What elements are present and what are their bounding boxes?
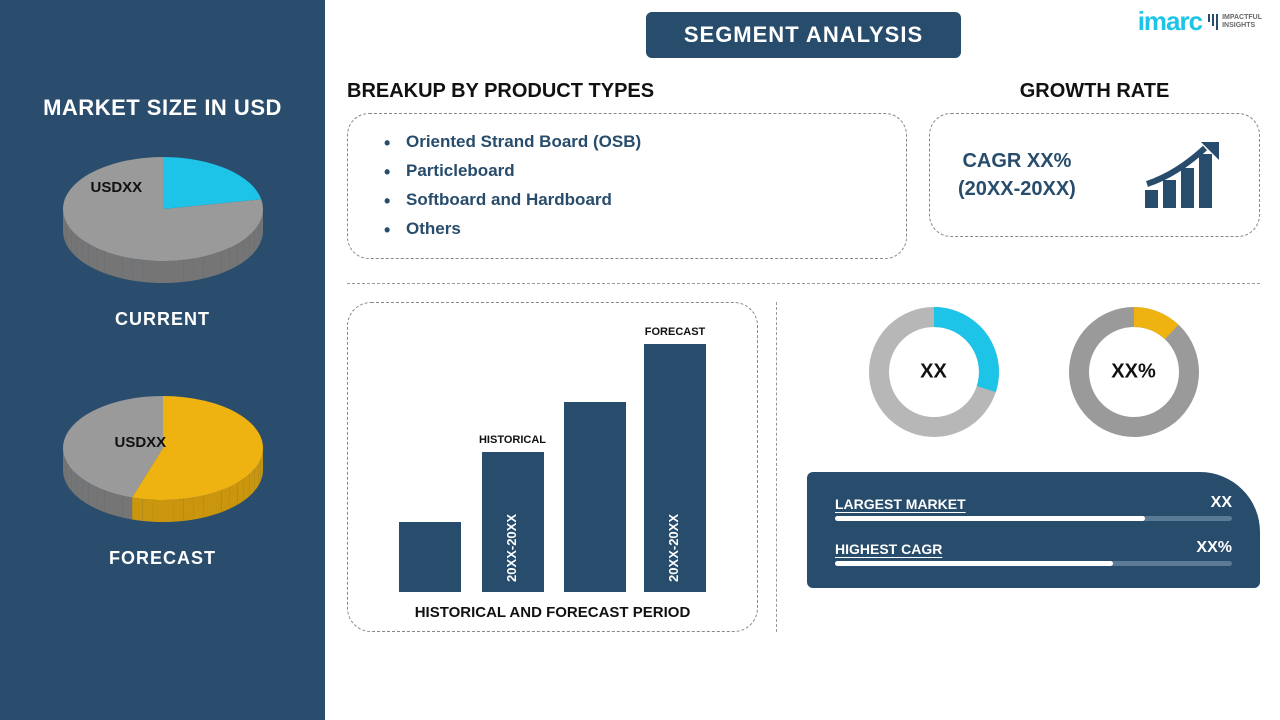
- growth-line2: (20XX-20XX): [958, 178, 1076, 200]
- breakup-section: BREAKUP BY PRODUCT TYPES Oriented Strand…: [347, 80, 907, 259]
- main: imarc IMPACTFUL INSIGHTS SEGMENT ANALYSI…: [325, 0, 1280, 720]
- bar: [564, 384, 626, 592]
- breakup-item: Particleboard: [384, 157, 878, 186]
- growth-box: CAGR XX% (20XX-20XX): [929, 113, 1260, 237]
- bar: [399, 504, 461, 592]
- donut-label: XX: [920, 360, 947, 383]
- info-row: HIGHEST CAGR XX%: [835, 539, 1232, 566]
- bar-vert-label: 20XX-20XX: [666, 514, 681, 582]
- barchart-section: HISTORICAL 20XX-20XX FORECAST 20XX-20XX HIS…: [347, 302, 777, 632]
- bar-top-label: FORECAST: [645, 326, 706, 340]
- breakup-item: Oriented Strand Board (OSB): [384, 128, 878, 157]
- info-label: HIGHEST CAGR: [835, 541, 942, 557]
- logo-sub2: INSIGHTS: [1222, 22, 1255, 29]
- pie-current: USDXX CURRENT: [53, 151, 273, 330]
- breakup-item: Others: [384, 215, 878, 244]
- bar-vert-label: 20XX-20XX: [504, 514, 519, 582]
- pie-forecast-label: FORECAST: [109, 548, 216, 569]
- sidebar: MARKET SIZE IN USD USDXX CURRENT USDXX F…: [0, 0, 325, 720]
- logo-subtitle: IMPACTFUL INSIGHTS: [1222, 14, 1262, 29]
- breakup-box: Oriented Strand Board (OSB)Particleboard…: [347, 113, 907, 259]
- logo: imarc IMPACTFUL INSIGHTS: [1138, 6, 1262, 37]
- pie-current-label: CURRENT: [115, 309, 210, 330]
- bars-area: HISTORICAL 20XX-20XX FORECAST 20XX-20XX: [368, 321, 737, 592]
- pie-forecast: USDXX FORECAST: [53, 390, 273, 569]
- info-panel: LARGEST MARKET XX HIGHEST CAGR XX%: [807, 472, 1260, 588]
- growth-section: GROWTH RATE CAGR XX% (20XX-20XX): [929, 80, 1260, 259]
- divider: [347, 283, 1260, 284]
- donut: XX%: [1064, 302, 1204, 442]
- info-row: LARGEST MARKET XX: [835, 494, 1232, 521]
- bar-top-label: HISTORICAL: [479, 434, 546, 448]
- info-label: LARGEST MARKET: [835, 496, 966, 512]
- page-title: SEGMENT ANALYSIS: [646, 12, 961, 58]
- growth-text: CAGR XX% (20XX-20XX): [958, 147, 1076, 203]
- breakup-title: BREAKUP BY PRODUCT TYPES: [347, 80, 907, 103]
- logo-bars-icon: [1208, 14, 1218, 30]
- growth-line1: CAGR XX%: [962, 150, 1071, 172]
- donut-label: XX%: [1111, 360, 1155, 383]
- bar: FORECAST 20XX-20XX: [644, 326, 706, 592]
- donuts-row: XX XX%: [807, 302, 1260, 442]
- pie-current-value: USDXX: [91, 179, 143, 196]
- info-value: XX%: [1196, 539, 1232, 557]
- growth-title: GROWTH RATE: [929, 80, 1260, 103]
- donut: XX: [864, 302, 1004, 442]
- bar: HISTORICAL 20XX-20XX: [479, 434, 546, 592]
- pie-forecast-value: USDXX: [115, 434, 167, 451]
- barchart-caption: HISTORICAL AND FORECAST PERIOD: [368, 604, 737, 621]
- breakup-list: Oriented Strand Board (OSB)Particleboard…: [376, 128, 878, 244]
- logo-sub1: IMPACTFUL: [1222, 14, 1262, 21]
- growth-chart-icon: [1141, 138, 1231, 212]
- breakup-item: Softboard and Hardboard: [384, 186, 878, 215]
- sidebar-title: MARKET SIZE IN USD: [43, 95, 282, 121]
- info-value: XX: [1211, 494, 1232, 512]
- logo-text: imarc: [1138, 6, 1202, 37]
